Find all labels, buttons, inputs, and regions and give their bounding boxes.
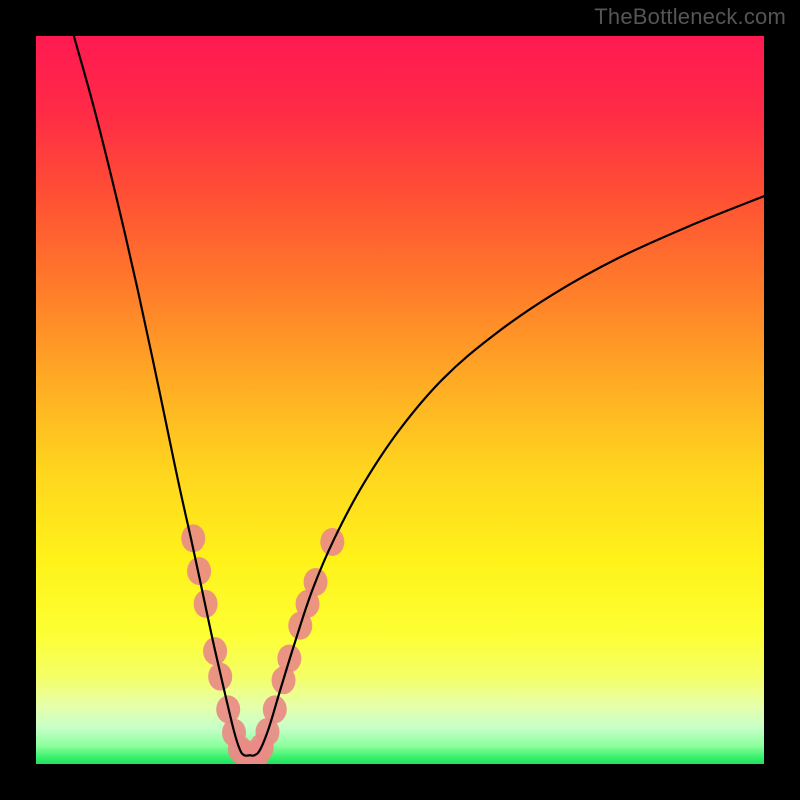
plot-background [36, 36, 764, 764]
chart-container: TheBottleneck.com [0, 0, 800, 800]
watermark-label: TheBottleneck.com [594, 4, 786, 30]
bottleneck-chart [0, 0, 800, 800]
